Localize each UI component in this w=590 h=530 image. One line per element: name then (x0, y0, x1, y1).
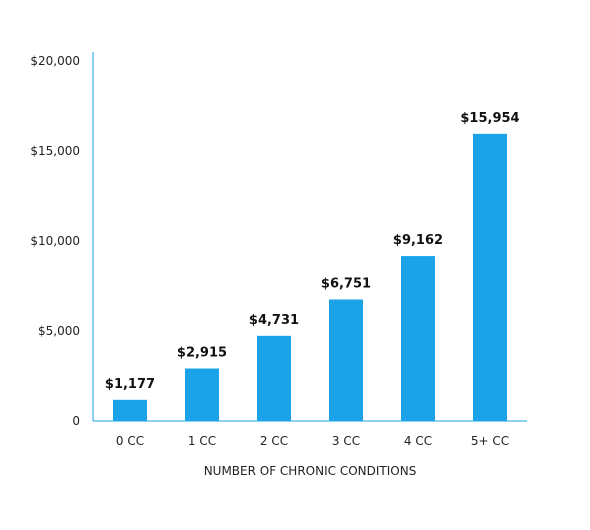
y-axis-ticks: 0 $5,000 $10,000 $15,000 $20,000 (30, 54, 80, 428)
x-axis-title: NUMBER OF CHRONIC CONDITIONS (204, 464, 417, 478)
bar (473, 133, 507, 421)
y-tick-label: $10,000 (30, 234, 80, 248)
bar (113, 399, 147, 421)
bar-value-label: $6,751 (321, 276, 371, 291)
y-tick-label: $20,000 (30, 54, 80, 68)
bar (257, 335, 291, 421)
x-axis-ticks: 0 CC 1 CC 2 CC 3 CC 4 CC 5+ CC (116, 434, 509, 448)
data-labels: $1,177 $2,915 $4,731 $6,751 $9,162 $15,954 (105, 111, 520, 392)
bars (113, 133, 507, 421)
x-tick-label: 2 CC (260, 434, 288, 448)
bar-value-label: $2,915 (177, 346, 227, 361)
y-tick-label: 0 (72, 414, 80, 428)
bar-value-label: $15,954 (460, 111, 519, 126)
bar (401, 256, 435, 421)
x-tick-label: 5+ CC (471, 434, 509, 448)
y-tick-label: $15,000 (30, 144, 80, 158)
x-tick-label: 4 CC (404, 434, 432, 448)
bar-value-label: $1,177 (105, 377, 155, 392)
y-tick-label: $5,000 (38, 324, 80, 338)
bar (185, 368, 219, 421)
x-tick-label: 3 CC (332, 434, 360, 448)
x-tick-label: 1 CC (188, 434, 216, 448)
bar-value-label: $4,731 (249, 313, 299, 328)
x-tick-label: 0 CC (116, 434, 144, 448)
bar (329, 299, 363, 421)
bar-value-label: $9,162 (393, 233, 443, 248)
